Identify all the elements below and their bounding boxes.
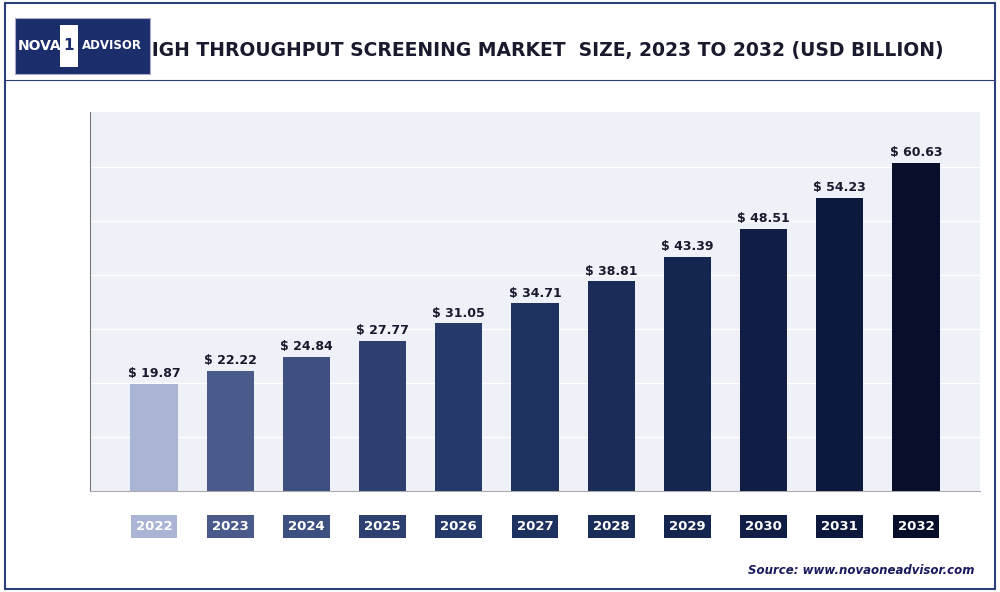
Bar (588, 281, 635, 491)
Text: $ 34.71: $ 34.71 (509, 287, 561, 300)
Text: 1: 1 (64, 38, 74, 53)
Text: $ 43.39: $ 43.39 (661, 240, 714, 253)
Text: 2029: 2029 (669, 520, 706, 533)
Text: 2027: 2027 (517, 520, 553, 533)
Text: $ 38.81: $ 38.81 (585, 265, 637, 278)
Text: 2030: 2030 (745, 520, 782, 533)
Bar (283, 357, 330, 491)
Text: $ 60.63: $ 60.63 (890, 146, 942, 159)
Text: 2032: 2032 (898, 520, 934, 533)
Text: HIGH THROUGHPUT SCREENING MARKET  SIZE, 2023 TO 2032 (USD BILLION): HIGH THROUGHPUT SCREENING MARKET SIZE, 2… (136, 41, 944, 60)
Text: 2028: 2028 (593, 520, 630, 533)
Text: 2023: 2023 (212, 520, 249, 533)
Text: $ 19.87: $ 19.87 (128, 367, 180, 380)
Text: 2031: 2031 (821, 520, 858, 533)
Text: 2024: 2024 (288, 520, 325, 533)
Bar (816, 198, 863, 491)
Text: Source: www.novaoneadvisor.com: Source: www.novaoneadvisor.com (748, 564, 975, 577)
Text: 2022: 2022 (136, 520, 172, 533)
Text: NOVA: NOVA (17, 39, 61, 53)
Bar (435, 323, 482, 491)
Text: 2026: 2026 (440, 520, 477, 533)
Text: $ 27.77: $ 27.77 (356, 324, 409, 337)
Text: $ 24.84: $ 24.84 (280, 340, 333, 353)
Text: $ 22.22: $ 22.22 (204, 354, 257, 367)
Bar (207, 371, 254, 491)
Bar (130, 384, 178, 491)
Text: $ 48.51: $ 48.51 (737, 212, 790, 225)
Text: $ 54.23: $ 54.23 (813, 181, 866, 194)
Bar (511, 304, 559, 491)
Text: $ 31.05: $ 31.05 (432, 307, 485, 320)
Bar (359, 341, 406, 491)
Bar (664, 256, 711, 491)
Bar (740, 229, 787, 491)
Bar (892, 163, 940, 491)
Text: ADVISOR: ADVISOR (82, 40, 142, 52)
FancyBboxPatch shape (60, 25, 78, 66)
Text: 2025: 2025 (364, 520, 401, 533)
